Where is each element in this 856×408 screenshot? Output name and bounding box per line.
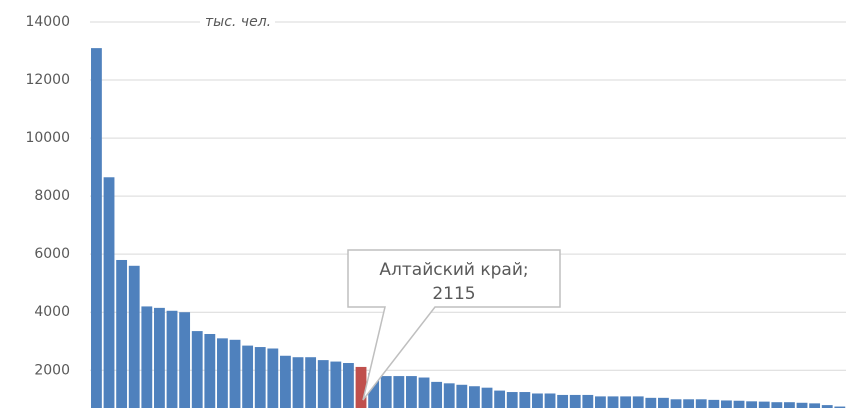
bar [229, 339, 241, 408]
bar [418, 377, 430, 408]
y-tick-label: 4000 [34, 304, 70, 320]
bar [809, 403, 821, 408]
bar [784, 402, 795, 408]
bar [695, 399, 707, 408]
callout-value: 2115 [432, 284, 475, 304]
bar [217, 338, 228, 408]
y-tick-label: 14000 [25, 14, 70, 30]
bar [620, 396, 632, 408]
bar [343, 363, 354, 408]
bar [292, 357, 304, 408]
bar [179, 312, 191, 408]
bar [91, 48, 102, 408]
bar [733, 400, 745, 408]
callout [347, 249, 561, 401]
bar [632, 396, 644, 408]
bar [595, 396, 606, 408]
grid [90, 21, 846, 371]
bar [481, 387, 493, 408]
y-tick-label: 8000 [34, 188, 70, 204]
unit-label: тыс. чел. [205, 14, 271, 30]
bar [380, 376, 392, 408]
bar [645, 397, 657, 408]
y-tick-label: 10000 [25, 130, 70, 146]
bar [494, 390, 506, 408]
bar [368, 373, 380, 408]
y-tick-label: 2000 [34, 362, 70, 378]
bar [758, 401, 770, 408]
bar [582, 394, 594, 408]
bar [746, 401, 758, 408]
bar [607, 396, 619, 408]
bar [242, 345, 254, 408]
bar [254, 347, 266, 408]
bar [456, 384, 468, 408]
bar [469, 386, 480, 408]
unit-label-bg [200, 12, 275, 32]
bar [406, 376, 417, 408]
bar [280, 355, 291, 408]
bar [532, 393, 543, 408]
bar [204, 333, 216, 408]
bar [557, 394, 569, 408]
bar [544, 393, 556, 408]
bar [834, 406, 846, 408]
bar [721, 400, 732, 408]
bar [191, 331, 203, 408]
bar [519, 392, 531, 408]
bar [670, 399, 682, 408]
bar [506, 392, 518, 408]
bar [166, 310, 178, 408]
bar [821, 405, 833, 408]
bar [267, 348, 279, 408]
bar [658, 397, 669, 408]
bars [91, 48, 846, 408]
bar [141, 306, 153, 408]
bar [355, 366, 367, 408]
bar [128, 265, 140, 408]
bar [796, 402, 808, 408]
bar [317, 360, 329, 408]
callout-name: Алтайский край; [379, 260, 528, 280]
y-tick-label: 12000 [25, 72, 70, 88]
bar [771, 402, 783, 408]
bar [443, 383, 455, 408]
bar [683, 399, 695, 408]
bar [103, 177, 115, 408]
bar [569, 394, 581, 408]
bar [393, 376, 405, 408]
bar [116, 259, 128, 408]
bar [330, 361, 342, 408]
bar [708, 399, 720, 408]
bar [431, 381, 443, 408]
y-tick-label: 6000 [34, 246, 70, 262]
bar [154, 307, 165, 408]
bar [305, 357, 317, 408]
